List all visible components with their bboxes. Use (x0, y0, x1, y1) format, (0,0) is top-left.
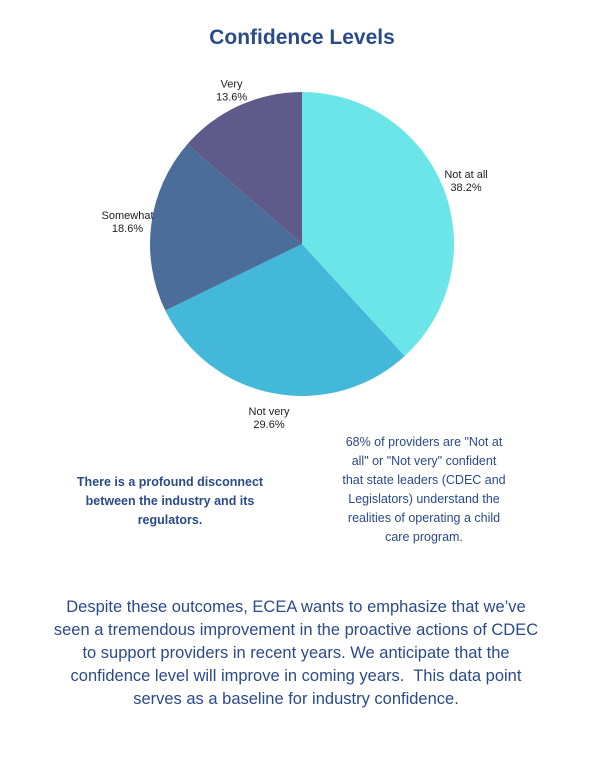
footer-text: Despite these outcomes, ECEA wants to em… (53, 598, 543, 708)
slice-name: Not at all (444, 169, 487, 181)
slice-value: 13.6% (216, 91, 247, 103)
slice-label: Not very 29.6% (249, 406, 290, 431)
slice-label: Somewhat 18.6% (102, 210, 154, 235)
right-note: 68% of providers are "Not at all" or "No… (342, 435, 506, 544)
slice-name: Somewhat (102, 210, 154, 222)
slice-value: 18.6% (112, 223, 143, 235)
left-note: There is a profound disconnect between t… (76, 475, 264, 527)
slice-value: 29.6% (253, 419, 284, 431)
chart-title: Confidence Levels (209, 26, 395, 49)
slice-value: 38.2% (450, 182, 481, 194)
slice-name: Not very (249, 406, 290, 418)
slice-label: Not at all 38.2% (444, 169, 487, 194)
pie-slice (302, 92, 454, 357)
slice-name: Very (221, 78, 244, 90)
pie-slice (150, 144, 302, 311)
pie-slice (187, 91, 302, 244)
pie-slice (165, 244, 405, 396)
chart: Confidence Levels Not at all 38.2% Not ver… (102, 26, 488, 431)
slice-label: Very 13.6% (216, 78, 247, 103)
